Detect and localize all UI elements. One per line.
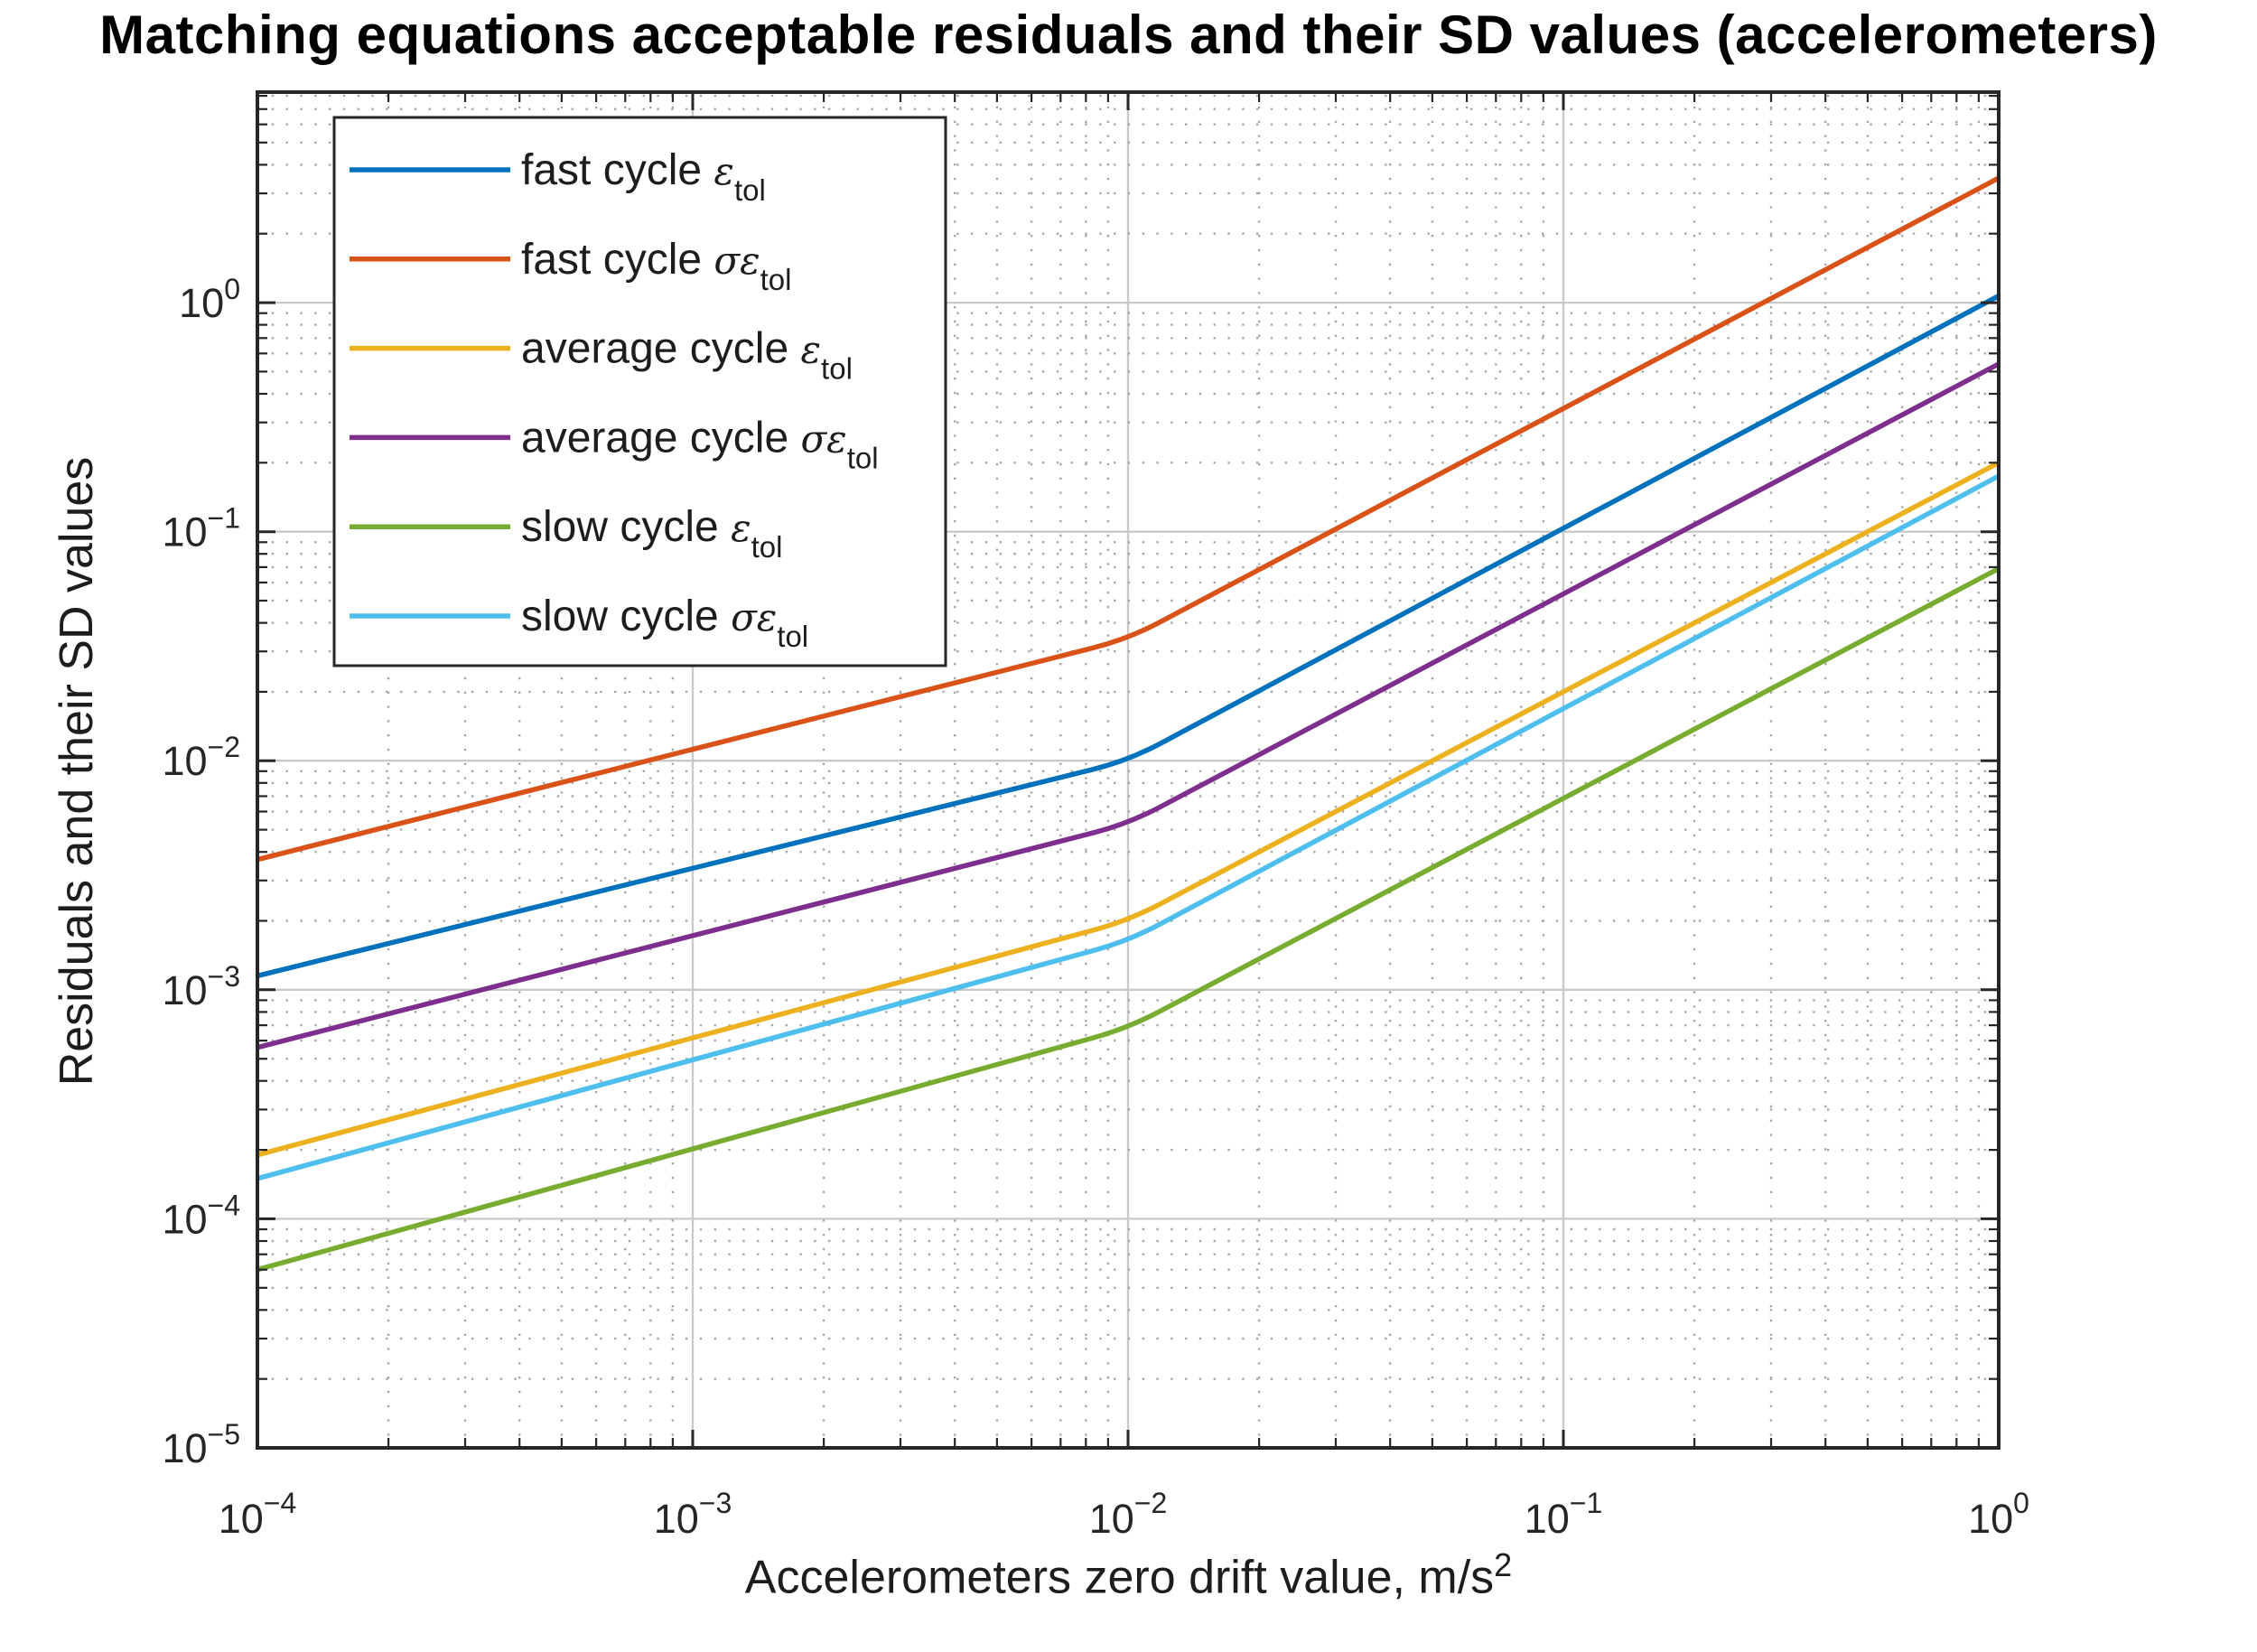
legend-label: slow cycle εtol xyxy=(521,503,782,564)
legend-label: average cycle εtol xyxy=(521,325,853,386)
x-tick-label: 10−1 xyxy=(1525,1487,1603,1542)
chart-title: Matching equations acceptable residuals … xyxy=(99,5,2158,65)
y-tick-label: 10−5 xyxy=(162,1418,240,1471)
x-tick-label: 100 xyxy=(1968,1487,2029,1542)
series-line-5 xyxy=(256,473,2001,1181)
x-tick-label: 10−3 xyxy=(654,1487,732,1542)
x-axis-label-superscript: 2 xyxy=(1494,1546,1513,1583)
series-line-1 xyxy=(256,175,2001,863)
legend-label: fast cycle σεtol xyxy=(521,236,791,296)
legend-label: slow cycle σεtol xyxy=(521,593,808,653)
legend-entry: average cycle σεtol xyxy=(350,414,879,474)
y-tick-label: 10−1 xyxy=(162,502,240,555)
legend-entry: slow cycle σεtol xyxy=(350,593,808,653)
y-axis-label: Residuals and their SD values xyxy=(51,456,103,1087)
y-tick-label: 10−2 xyxy=(162,731,240,784)
y-tick-label: 100 xyxy=(179,273,240,326)
legend-entry: slow cycle εtol xyxy=(350,503,782,564)
series-line-4 xyxy=(256,566,2001,1273)
x-tick-label: 10−2 xyxy=(1089,1487,1168,1542)
legend: fast cycle εtol fast cycle σεtol average c… xyxy=(332,116,947,667)
legend-label: average cycle σεtol xyxy=(521,414,879,474)
y-tick-label: 10−4 xyxy=(162,1189,240,1242)
series-line-2 xyxy=(256,460,2001,1158)
x-tick-label: 10−4 xyxy=(219,1487,297,1542)
series-line-3 xyxy=(256,361,2001,1050)
legend-label: fast cycle εtol xyxy=(521,146,766,207)
legend-entry: average cycle εtol xyxy=(350,325,853,386)
x-axis-label-text: Accelerometers zero drift value, m/s xyxy=(744,1551,1495,1604)
series-line-0 xyxy=(256,294,2001,979)
y-tick-label: 10−3 xyxy=(162,960,240,1013)
legend-box xyxy=(332,116,947,667)
legend-entry: fast cycle εtol xyxy=(350,146,766,207)
x-axis-label: Accelerometers zero drift value, m/s2 xyxy=(0,1546,2257,1604)
legend-entry: fast cycle σεtol xyxy=(350,236,791,296)
